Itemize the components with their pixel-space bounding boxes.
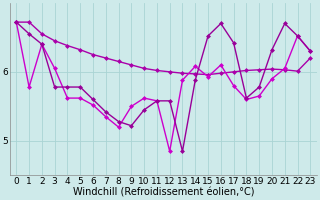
X-axis label: Windchill (Refroidissement éolien,°C): Windchill (Refroidissement éolien,°C) — [73, 187, 254, 197]
